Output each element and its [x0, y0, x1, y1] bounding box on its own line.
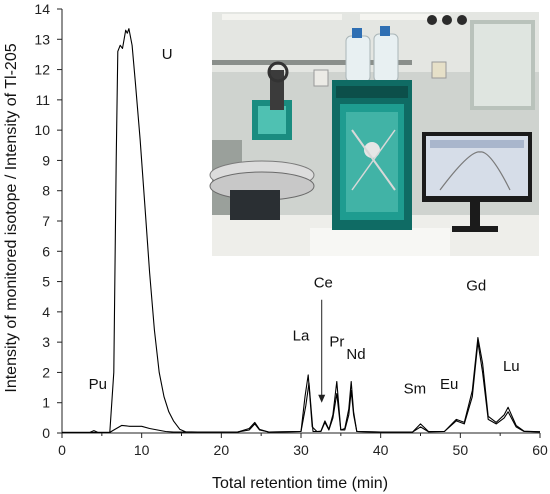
x-tick-label: 30: [293, 442, 309, 458]
element-label-pr: Pr: [329, 334, 344, 351]
x-tick-label: 50: [453, 442, 469, 458]
y-tick-label: 4: [42, 304, 50, 320]
y-axis-title: Intensity of monitored isotope / Intensi…: [3, 43, 20, 392]
element-label-gd: Gd: [466, 278, 486, 295]
traces: [62, 28, 541, 433]
series-2-line: [62, 337, 541, 433]
y-tick-label: 5: [42, 274, 50, 290]
y-tick-label: 1: [42, 395, 50, 411]
y-tick-label: 0: [42, 425, 50, 441]
element-label-ce: Ce: [314, 275, 333, 292]
inset-photo: [209, 12, 539, 256]
x-tick-label: 10: [134, 442, 150, 458]
y-tick-label: 7: [42, 213, 50, 229]
y-tick-label: 14: [34, 1, 50, 17]
element-label-u: U: [162, 46, 173, 63]
x-tick-label: 20: [214, 442, 230, 458]
y-tick-label: 2: [42, 364, 50, 380]
y-tick-label: 12: [34, 62, 50, 78]
x-tick-label: 0: [58, 442, 66, 458]
y-tick-label: 3: [42, 334, 50, 350]
y-tick-label: 6: [42, 243, 50, 259]
element-label-eu: Eu: [440, 376, 458, 393]
y-tick-label: 8: [42, 183, 50, 199]
element-label-la: La: [293, 328, 310, 345]
element-label-nd: Nd: [346, 346, 365, 363]
y-tick-label: 11: [35, 92, 50, 108]
x-axis-title: Total retention time (min): [212, 475, 388, 492]
y-tick-label: 13: [34, 31, 50, 47]
y-tick-label: 10: [34, 122, 50, 138]
x-tick-label: 60: [532, 442, 548, 458]
element-label-lu: Lu: [503, 358, 520, 375]
x-tick-label: 40: [373, 442, 389, 458]
element-label-pu: Pu: [89, 376, 107, 393]
ce-arrow-head: [318, 394, 326, 403]
y-tick-label: 9: [42, 152, 50, 168]
element-label-sm: Sm: [404, 381, 427, 398]
